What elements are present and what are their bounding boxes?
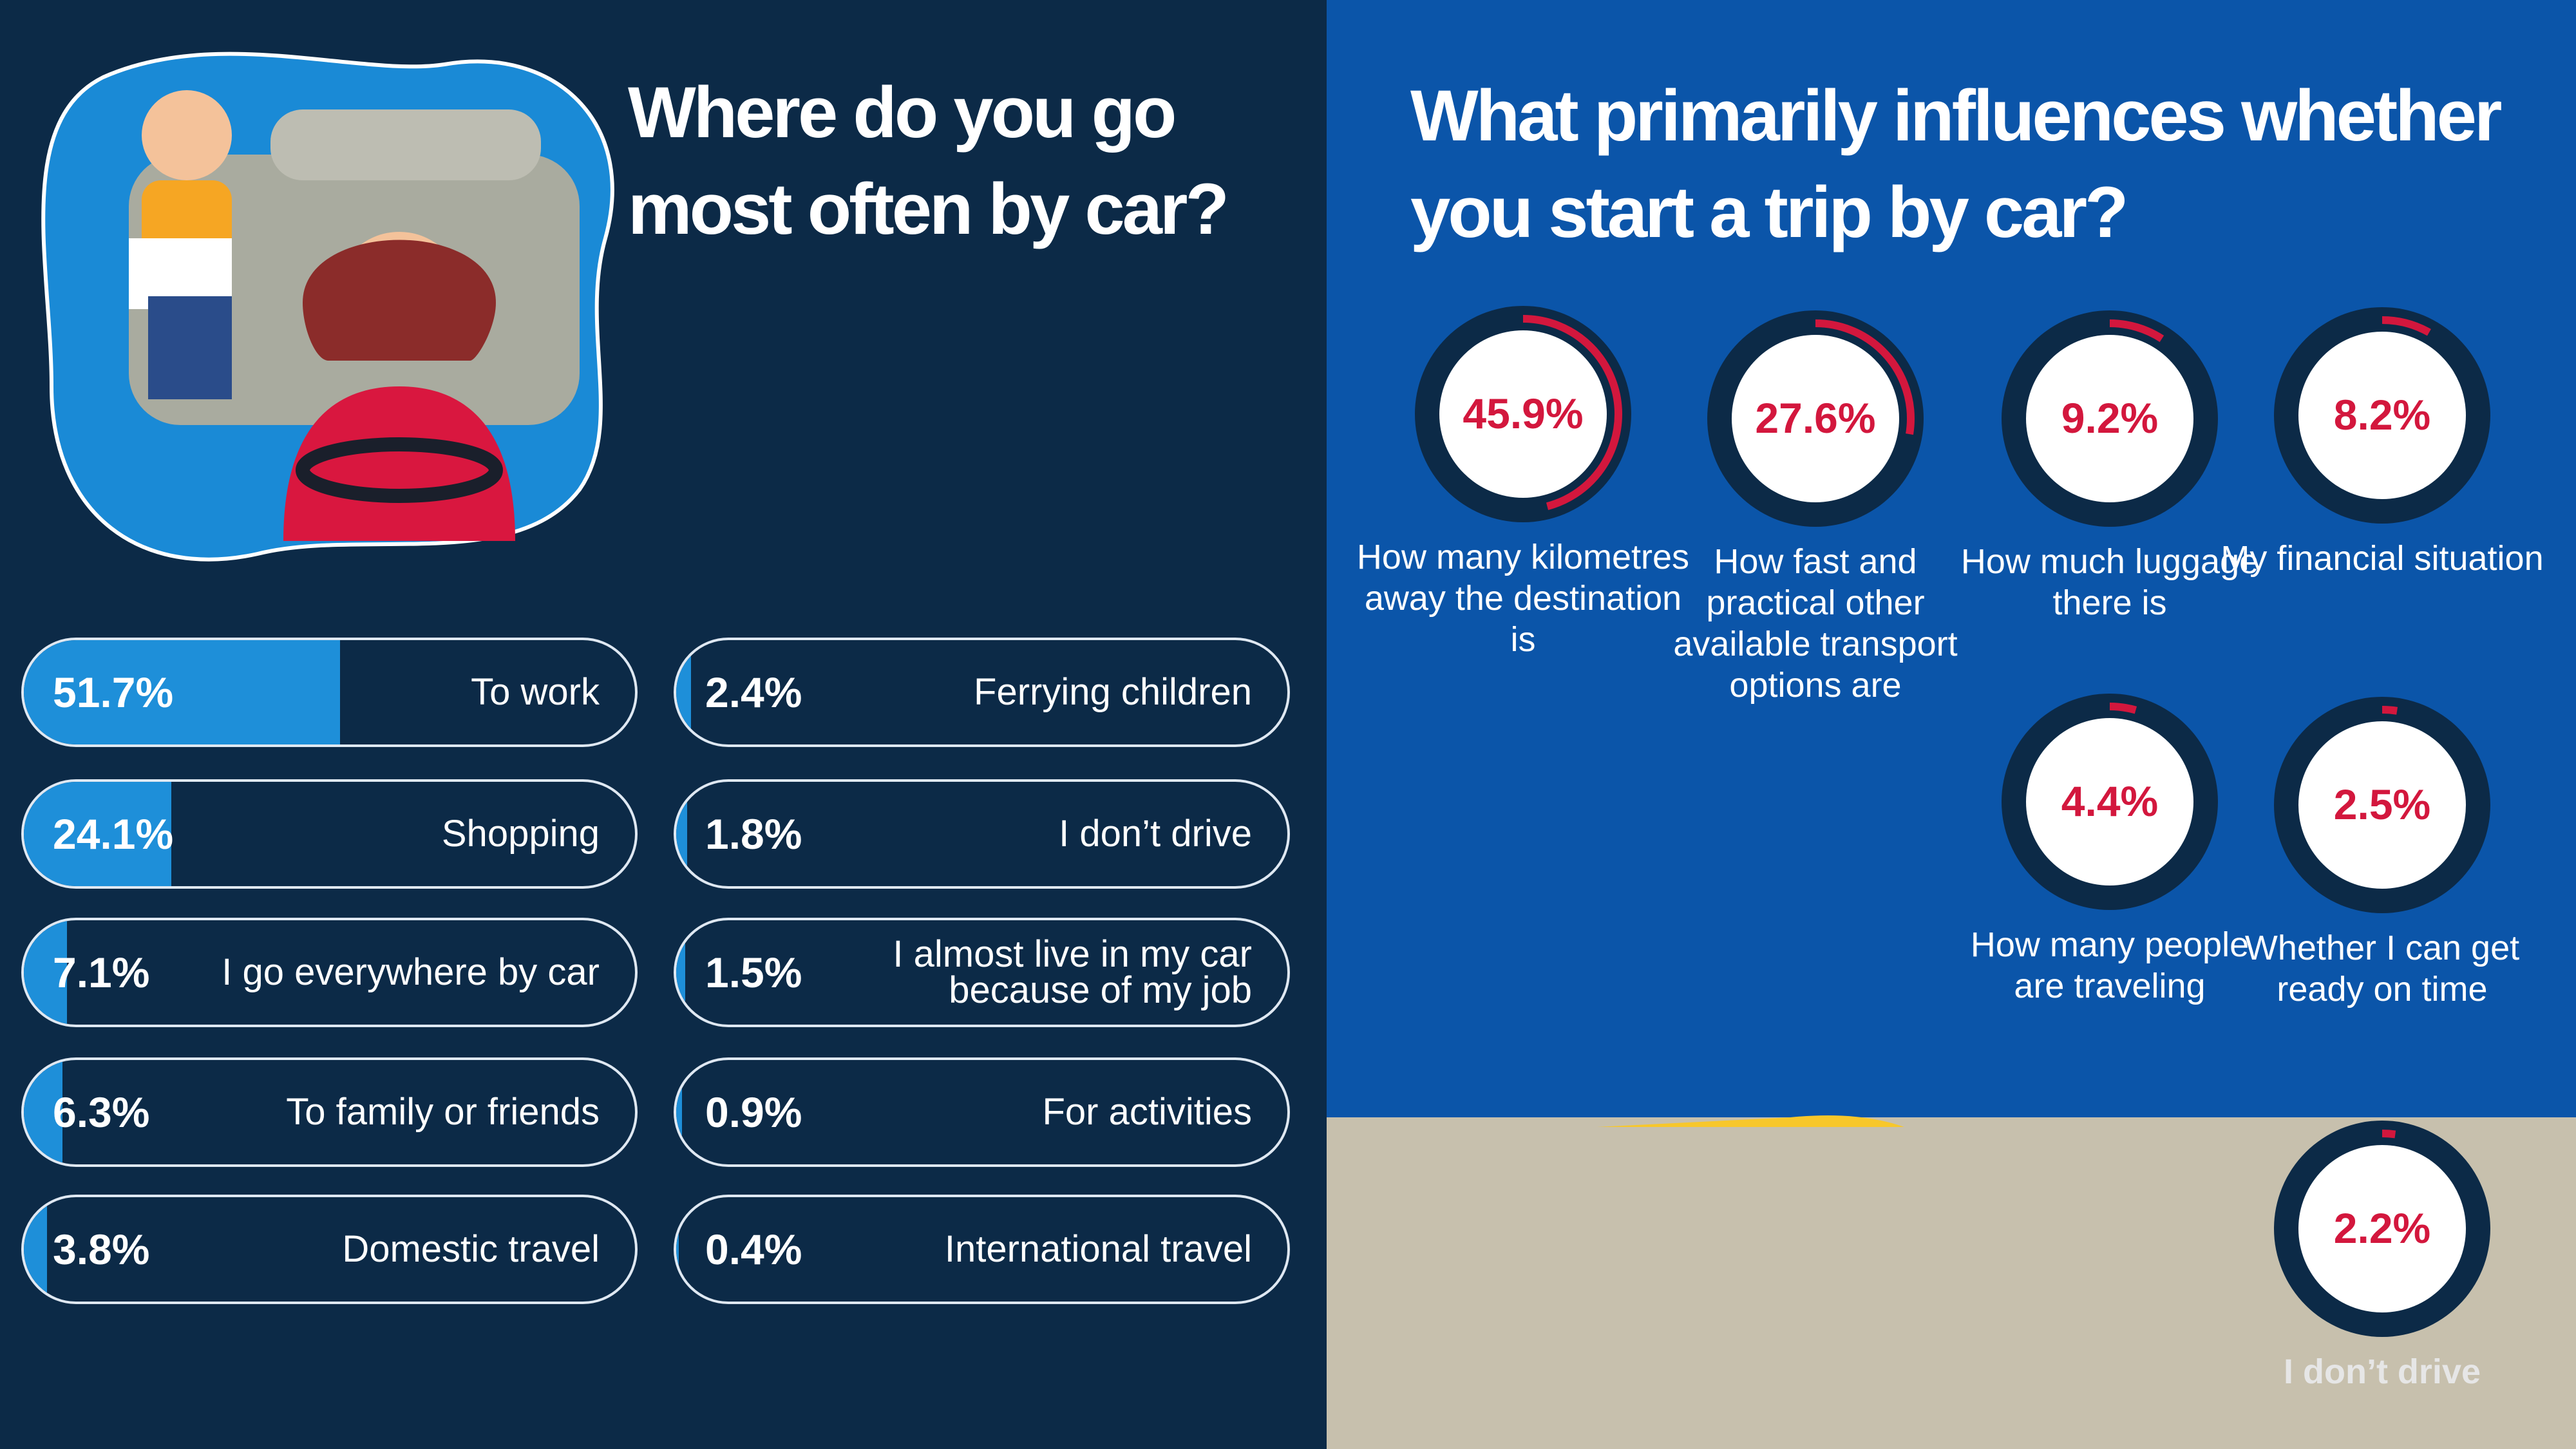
gauge: 45.9% How many kilometres away the destin… xyxy=(1343,305,1703,660)
bar-row: 51.7% To work xyxy=(21,638,638,747)
bar xyxy=(24,1060,62,1164)
category-label: How much luggage there is xyxy=(1960,542,2259,622)
car-illustration xyxy=(1597,1115,1904,1127)
bar xyxy=(24,920,68,1025)
value-label: 4.4% xyxy=(2061,777,2158,825)
bar-row: 3.8% Domestic travel xyxy=(21,1195,638,1304)
gauge: 8.2% My financial situation xyxy=(2202,306,2562,579)
value-label: 1.5% xyxy=(705,949,802,996)
value-label: 2.5% xyxy=(2334,781,2430,828)
ring-arc xyxy=(2283,1130,2481,1328)
category-label: International travel xyxy=(944,1228,1252,1270)
illustration xyxy=(41,52,614,562)
ring-inner xyxy=(1439,330,1607,498)
category-label: I almost live in my car because of my jo… xyxy=(893,933,1252,1011)
category-label: Domestic travel xyxy=(342,1228,600,1270)
value-label: 8.2% xyxy=(2334,391,2430,439)
category-label: Whether I can get ready on time xyxy=(2244,929,2520,1009)
ring-arc xyxy=(2283,316,2481,515)
value-label: 3.8% xyxy=(53,1226,150,1273)
ring-inner xyxy=(2026,718,2193,886)
gauge-ring: 2.5% xyxy=(2274,697,2490,913)
value-label: 7.1% xyxy=(53,949,150,996)
right-title: What primarily influences whether you st… xyxy=(1410,75,2503,252)
bar-row: 24.1% Shopping xyxy=(21,779,638,889)
gauge-ring: 9.2% xyxy=(2002,310,2218,527)
ring-arc xyxy=(1716,319,1915,518)
category-label: How fast and practical other available t… xyxy=(1673,542,1958,705)
bar xyxy=(24,1197,48,1302)
bar xyxy=(24,782,171,886)
bar xyxy=(676,640,691,744)
bar-row: 2.4% Ferrying children xyxy=(674,638,1290,747)
left-panel: Where do you go most often by car? 51.7%… xyxy=(0,0,1327,1449)
bar xyxy=(676,1197,679,1302)
category-label: How many people are traveling xyxy=(1970,925,2249,1005)
gauge: 9.2% How much luggage there is xyxy=(1929,309,2290,623)
bar-row: 0.4% International travel xyxy=(674,1195,1290,1304)
ring-arc xyxy=(1424,315,1622,513)
bar-row: 1.8% I don’t drive xyxy=(674,779,1290,889)
ring-inner xyxy=(2298,332,2466,499)
category-label: For activities xyxy=(1042,1091,1252,1133)
gauge: 2.5% Whether I can get ready on time xyxy=(2202,696,2562,1010)
gauge-ring: 27.6% xyxy=(1707,310,1924,527)
ring-inner xyxy=(2298,721,2466,889)
gauge-ring: 8.2% xyxy=(2274,307,2490,524)
category-label: My financial situation xyxy=(2221,539,2544,578)
category-label: Ferrying children xyxy=(974,671,1252,713)
bar-row: 7.1% I go everywhere by car xyxy=(21,918,638,1027)
bar xyxy=(24,640,340,744)
bar xyxy=(676,782,688,886)
ring-inner xyxy=(1732,335,1899,502)
gauge: 4.4% How many people are traveling xyxy=(1929,692,2290,1007)
value-label: 0.9% xyxy=(705,1088,802,1136)
gauge-ring: 4.4% xyxy=(2002,694,2218,910)
category-label: I don’t drive xyxy=(1059,813,1252,855)
category-label: I go everywhere by car xyxy=(222,951,600,993)
value-label: 51.7% xyxy=(53,668,174,716)
left-title: Where do you go most often by car? xyxy=(628,72,1229,249)
value-label: 9.2% xyxy=(2061,394,2158,442)
gauge: 2.2% I don’t drive xyxy=(2202,1119,2562,1392)
value-label: 27.6% xyxy=(1755,394,1875,442)
ring-arc xyxy=(2011,319,2209,518)
bar-row: 6.3% To family or friends xyxy=(21,1057,638,1167)
ring-arc xyxy=(2283,706,2481,904)
ring-arc xyxy=(2011,703,2209,901)
category-label: I don’t drive xyxy=(2283,1352,2481,1391)
gauge-ring: 45.9% xyxy=(1415,306,1631,522)
value-label: 2.4% xyxy=(705,668,802,716)
category-label: To family or friends xyxy=(286,1091,600,1133)
category-label: Shopping xyxy=(441,813,600,855)
category-label: How many kilometres away the destination… xyxy=(1356,538,1690,659)
bar-row: 1.5% I almost live in my car because of m… xyxy=(674,918,1290,1027)
category-label: To work xyxy=(471,671,600,713)
bar-row: 0.9% For activities xyxy=(674,1057,1290,1167)
bar xyxy=(676,1060,682,1164)
bar xyxy=(676,920,686,1025)
gauge-ring: 2.2% xyxy=(2274,1121,2490,1337)
value-label: 2.2% xyxy=(2334,1204,2430,1252)
value-label: 45.9% xyxy=(1463,390,1583,437)
ring-inner xyxy=(2026,335,2193,502)
value-label: 24.1% xyxy=(53,810,174,858)
ring-inner xyxy=(2298,1145,2466,1312)
value-label: 6.3% xyxy=(53,1088,150,1136)
gauge: 27.6% How fast and practical other availa… xyxy=(1635,309,1996,706)
value-label: 0.4% xyxy=(705,1226,802,1273)
value-label: 1.8% xyxy=(705,810,802,858)
